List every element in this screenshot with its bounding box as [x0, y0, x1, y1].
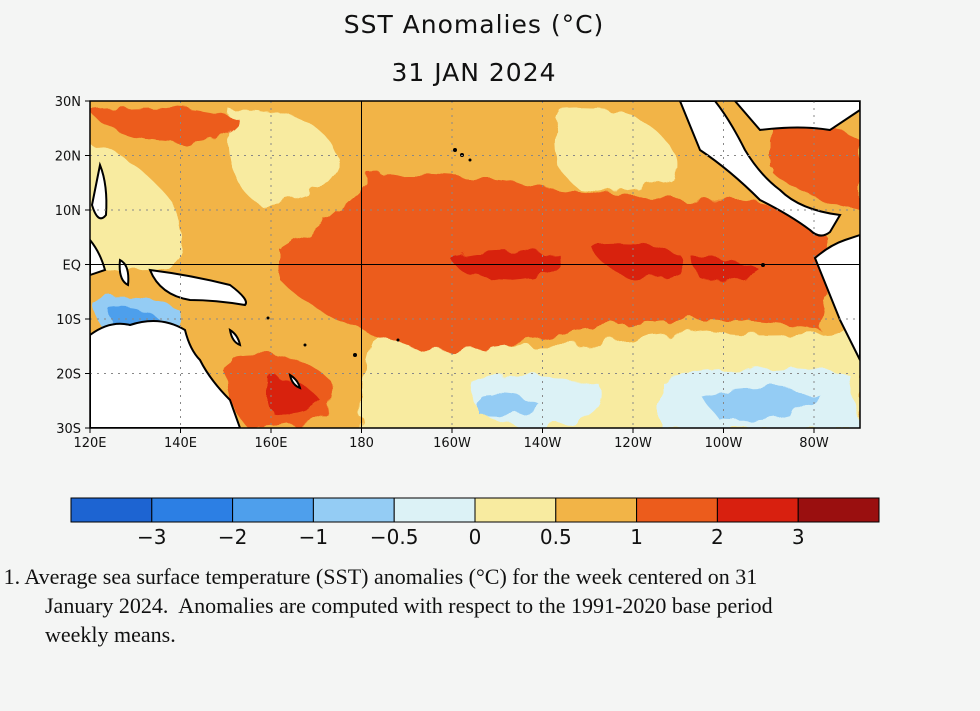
lat-label: 10S [56, 313, 81, 328]
colorbar-label: −2 [218, 525, 247, 549]
lon-label: 140E [164, 436, 197, 451]
colorbar-swatch [312, 497, 395, 523]
caption-line-1: ure 1. Average sea surface temperature (… [0, 564, 758, 589]
colorbar-label: 3 [792, 525, 805, 549]
lon-label: 120E [73, 436, 106, 451]
lon-label: 160W [433, 436, 471, 451]
anomaly-core-2 [590, 243, 685, 280]
colorbar-label: 0 [469, 525, 482, 549]
lon-label: 180 [349, 436, 374, 451]
colorbar-label: −1 [299, 525, 328, 549]
anomaly-patch-caribbean [770, 110, 860, 210]
colorbar-label: 2 [711, 525, 724, 549]
colorbar-label: 1 [630, 525, 643, 549]
land-south-america [813, 233, 860, 361]
land-masses [90, 101, 860, 428]
colorbar: −3 −2 −1 −0.5 0 0.5 1 2 3 [70, 497, 880, 549]
anomaly-core-1 [450, 250, 562, 280]
lat-label: 10N [55, 204, 81, 219]
lon-label: 80W [799, 436, 829, 451]
land-philippines [90, 161, 108, 220]
lon-label: 160E [254, 436, 287, 451]
caption-line-2: January 2024. Anomalies are computed wit… [45, 593, 773, 618]
colorbar-swatch [70, 497, 153, 523]
anomaly-patch-west [90, 142, 183, 272]
map-date: 31 JAN 2024 [391, 58, 557, 87]
colorbar-swatch [474, 497, 557, 523]
anomaly-core-3 [690, 255, 760, 281]
colorbar-swatch [716, 497, 799, 523]
map-title: SST Anomalies (°C) [343, 10, 605, 39]
land-new-caledonia [288, 372, 302, 390]
lon-label: 100W [705, 436, 743, 451]
lat-label: 20S [56, 368, 81, 383]
land-north-america [733, 101, 860, 132]
lat-label: EQ [63, 259, 81, 274]
lat-label: 20N [55, 150, 81, 165]
lon-label: 120W [614, 436, 652, 451]
colorbar-swatch [636, 497, 718, 523]
anomaly-core-4 [270, 379, 320, 414]
land-australia [90, 320, 242, 428]
land-borneo [90, 238, 107, 277]
colorbar-label: 0.5 [540, 525, 572, 549]
colorbar-swatch [797, 497, 880, 523]
lon-label: 140W [524, 436, 562, 451]
figure-caption: ure 1. Average sea surface temperature (… [0, 562, 970, 649]
anomaly-patch-nw [90, 106, 240, 143]
anomaly-cool-4 [480, 393, 540, 417]
colorbar-swatch [151, 497, 234, 523]
lat-label: 30N [55, 95, 81, 110]
colorbar-label: −3 [137, 525, 166, 549]
anomaly-patch-north [228, 109, 340, 205]
anomaly-patch-ne [553, 108, 680, 193]
caption-line-3: weekly means. [45, 622, 176, 647]
colorbar-swatch [393, 497, 476, 523]
colorbar-swatch [232, 497, 314, 523]
anomaly-cool-3 [700, 387, 820, 421]
lat-label: 30S [56, 422, 81, 437]
map-grid [90, 101, 860, 428]
land-central-america [678, 101, 842, 237]
map-field [90, 101, 860, 428]
colorbar-swatch [555, 497, 638, 523]
land-solomons [228, 327, 242, 347]
land-new-guinea [148, 268, 247, 307]
colorbar-label: −0.5 [370, 525, 419, 549]
